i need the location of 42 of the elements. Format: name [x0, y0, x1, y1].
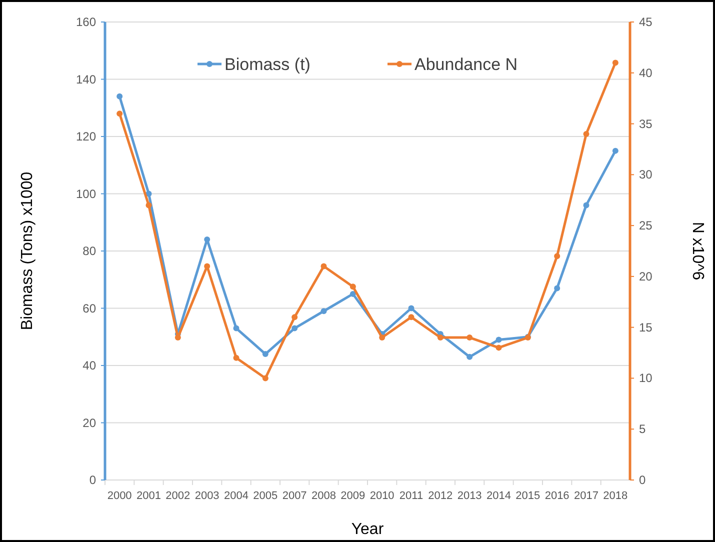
x-tick-label: 2002 — [166, 490, 190, 502]
y2-tick-label: 30 — [639, 168, 653, 182]
y2-tick-label: 40 — [639, 66, 653, 80]
x-tick-label: 2016 — [544, 490, 570, 502]
y2-axis-title: N x10^6 — [689, 222, 706, 280]
x-tick-label: 2013 — [457, 490, 482, 502]
y-tick-label: 60 — [82, 301, 96, 316]
x-tick-label: 2003 — [194, 490, 220, 502]
y2-tick-label: 15 — [639, 320, 653, 334]
legend-label: Abundance N — [414, 55, 518, 74]
y-tick-label: 100 — [76, 186, 96, 201]
x-tick-label: 2011 — [399, 490, 424, 502]
y-tick-label: 160 — [76, 15, 96, 29]
x-tick-label: 2017 — [574, 490, 598, 502]
x-tick-label: 2018 — [603, 490, 628, 502]
x-tick-label: 2008 — [312, 490, 336, 502]
x-tick-label: 2001 — [136, 490, 161, 502]
x-tick-label: 2007 — [282, 490, 307, 502]
y2-tick-label: 5 — [639, 422, 646, 436]
x-tick-label: 2012 — [428, 490, 453, 502]
y2-tick-label: 20 — [639, 269, 653, 284]
y-tick-label: 120 — [76, 130, 96, 144]
y-tick-label: 20 — [82, 416, 96, 430]
y-tick-label: 0 — [89, 473, 96, 487]
x-axis-title: Year — [351, 521, 384, 538]
x-tick-label: 2009 — [340, 490, 366, 502]
x-tick-label: 2004 — [224, 490, 248, 502]
y2-tick-label: 10 — [639, 371, 653, 386]
legend-label: Biomass (t) — [224, 55, 310, 74]
y-axis-title: Biomass (Tons) x1000 — [19, 172, 36, 330]
x-tick-label: 2015 — [516, 490, 540, 502]
x-tick-label: 2014 — [486, 490, 511, 502]
y2-tick-label: 35 — [639, 116, 653, 131]
x-tick-label: 2010 — [370, 490, 394, 502]
x-tick-label: 2000 — [107, 490, 132, 502]
y-tick-label: 80 — [82, 244, 96, 258]
y-tick-label: 40 — [82, 358, 96, 372]
y-tick-label: 140 — [76, 72, 96, 86]
y2-tick-label: 45 — [639, 15, 653, 29]
y2-tick-label: 25 — [639, 218, 653, 233]
x-tick-label: 2005 — [253, 490, 278, 502]
y2-tick-label: 0 — [639, 473, 646, 487]
